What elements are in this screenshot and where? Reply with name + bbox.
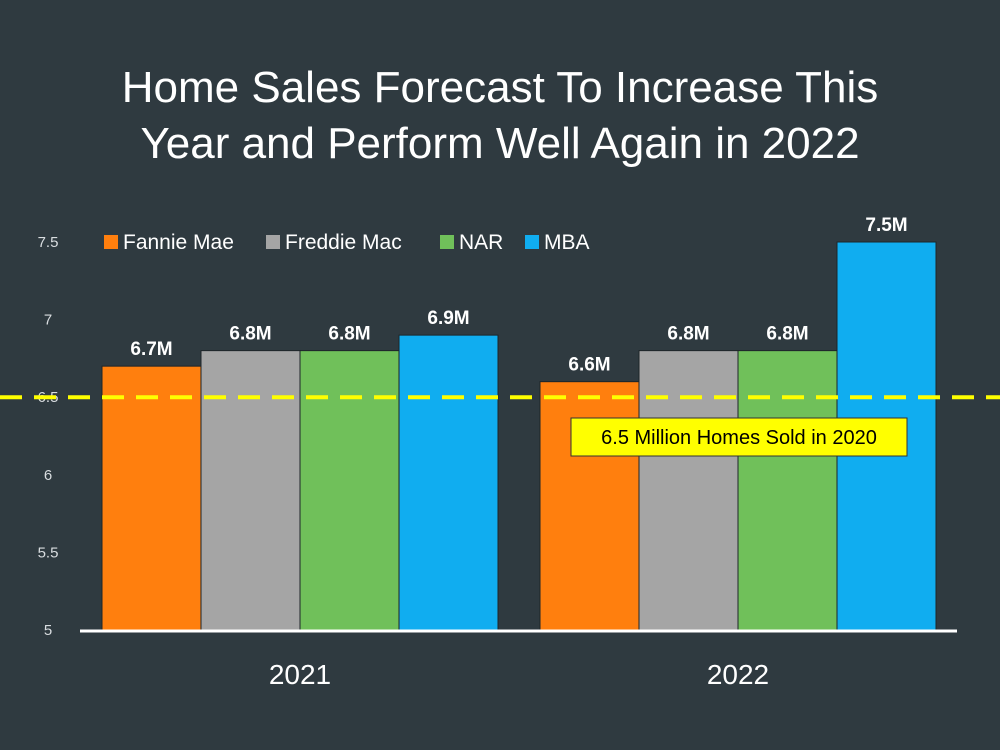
data-label: 6.6M [568, 355, 610, 376]
x-tick-label: 2021 [269, 659, 331, 690]
data-label: 6.7M [130, 339, 172, 360]
y-tick-label: 5 [44, 622, 52, 639]
x-tick-label: 2022 [707, 659, 769, 690]
data-label: 7.5M [865, 215, 907, 236]
legend-entry: NAR [459, 231, 503, 254]
bar-mba-2021 [398, 334, 499, 631]
reference-annotation-label: 6.5 Million Homes Sold in 2020 [601, 427, 877, 449]
y-tick-label: 5.5 [38, 544, 59, 561]
legend-entry: Freddie Mac [285, 231, 402, 254]
legend-entry: Fannie Mae [123, 231, 234, 254]
legend-swatch-fannie-mae [104, 235, 118, 249]
bar-nar-2022 [737, 350, 838, 631]
data-label: 6.8M [328, 324, 370, 345]
data-label: 6.8M [229, 324, 271, 345]
legend-swatch-nar [440, 235, 454, 249]
chart-title-line-1: Home Sales Forecast To Increase This [121, 63, 879, 112]
chart-title-line-2: Year and Perform Well Again in 2022 [140, 119, 860, 168]
bar-fannie-mae-2021 [101, 365, 202, 631]
chart-title: Home Sales Forecast To Increase This Yea… [0, 60, 1000, 172]
bar-nar-2021 [299, 350, 400, 631]
legend-entry: MBA [544, 231, 590, 254]
y-tick-label: 7.5 [38, 234, 59, 251]
bar-freddie-mac-2022 [638, 350, 739, 631]
y-tick-label: 7 [44, 312, 52, 329]
data-label: 6.8M [766, 324, 808, 345]
bar-freddie-mac-2021 [200, 350, 301, 631]
legend-swatch-mba [525, 235, 539, 249]
y-tick-label: 6 [44, 467, 52, 484]
data-label: 6.8M [667, 324, 709, 345]
data-label: 6.9M [427, 308, 469, 329]
legend-swatch-freddie-mac [266, 235, 280, 249]
reference-annotation-box [570, 417, 908, 457]
